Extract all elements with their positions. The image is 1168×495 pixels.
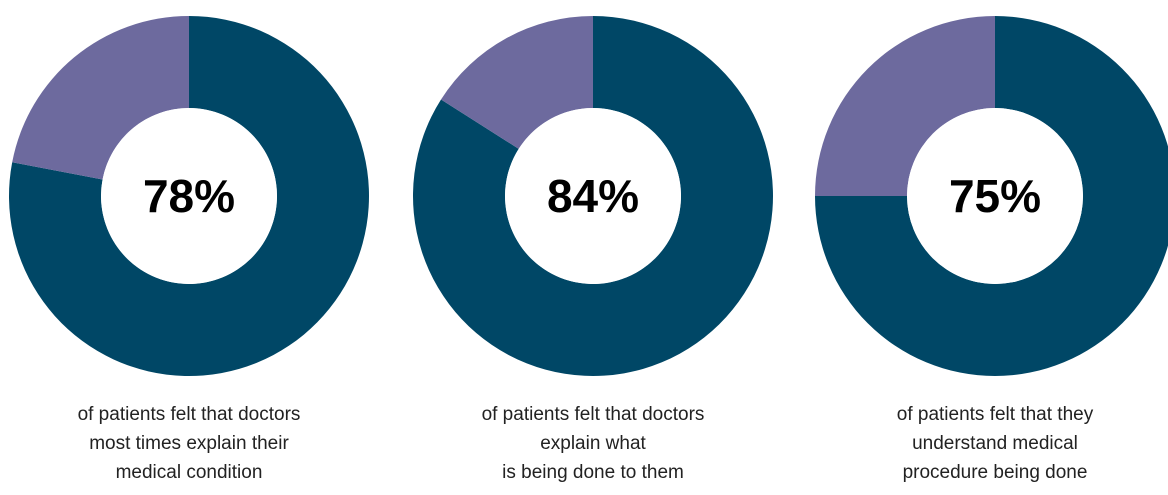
donut-caption: of patients felt that doctors most times …	[0, 400, 389, 487]
donut-slice-value	[413, 16, 773, 376]
caption-line-1: of patients felt that they	[896, 404, 1094, 425]
caption-line-1: of patients felt that doctors	[481, 404, 705, 425]
caption-line-2: understand medical	[912, 433, 1078, 454]
percent-label: 84%	[547, 170, 639, 222]
donut-svg: 75%	[815, 16, 1168, 376]
caption-line-3: is being done to them	[502, 462, 684, 483]
donut-hole	[505, 108, 681, 284]
donut-chart-3: 75% of patients felt that they understand …	[795, 0, 1168, 495]
donut-slice-value	[815, 16, 1168, 376]
donut-chart-1: 78% of patients felt that doctors most tim…	[0, 0, 389, 495]
donut-svg: 78%	[8, 16, 370, 377]
donut-chart-2: 84% of patients felt that doctors explain …	[393, 0, 793, 495]
caption-line-1: of patients felt that doctors	[77, 404, 301, 425]
donut-hole	[101, 108, 277, 284]
donut-caption: of patients felt that doctors explain wha…	[393, 400, 793, 487]
donut-hole	[907, 108, 1083, 284]
caption-line-3: medical condition	[115, 462, 263, 483]
percent-label: 78%	[143, 170, 235, 222]
donut-slice-remainder	[12, 16, 189, 180]
donut-slice-remainder	[815, 16, 995, 196]
caption-line-3: procedure being done	[902, 462, 1088, 483]
caption-line-2: explain what	[540, 433, 646, 454]
donut-slice-remainder	[441, 16, 593, 149]
donut-svg: 84%	[413, 16, 773, 376]
percent-label: 75%	[949, 170, 1041, 222]
caption-line-2: most times explain their	[89, 433, 289, 454]
donut-slice-value	[8, 16, 370, 377]
donut-caption: of patients felt that they understand med…	[795, 400, 1168, 487]
